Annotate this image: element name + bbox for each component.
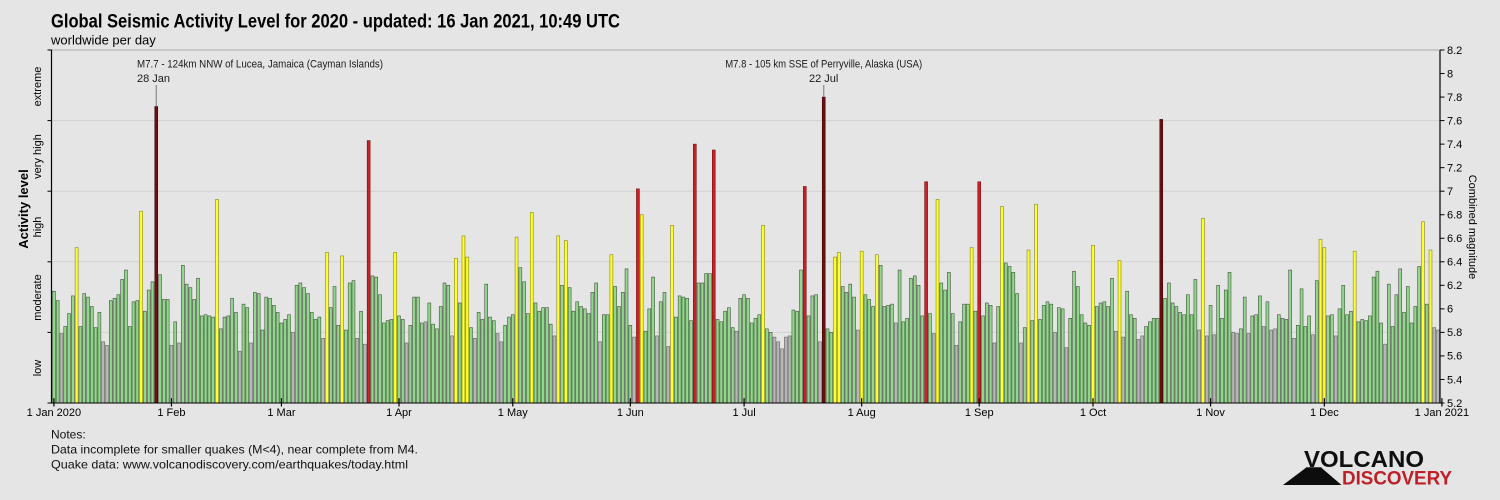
svg-text:Combined magnitude: Combined magnitude (1466, 175, 1478, 280)
svg-text:1 Dec: 1 Dec (1310, 407, 1339, 419)
svg-text:5.8: 5.8 (1447, 327, 1462, 339)
svg-text:8: 8 (1447, 68, 1453, 80)
svg-text:5.6: 5.6 (1447, 351, 1462, 363)
svg-text:5.4: 5.4 (1447, 374, 1462, 386)
svg-text:Notes:: Notes: (51, 428, 86, 442)
svg-text:DISCOVERY: DISCOVERY (1342, 469, 1452, 490)
svg-text:7.8: 7.8 (1447, 92, 1462, 104)
svg-text:high: high (32, 217, 44, 238)
svg-text:7.4: 7.4 (1447, 139, 1462, 151)
svg-text:very high: very high (32, 134, 44, 179)
svg-text:1 May: 1 May (498, 407, 528, 419)
svg-text:1 Oct: 1 Oct (1080, 407, 1106, 419)
svg-text:VOLCANO: VOLCANO (1304, 446, 1424, 472)
svg-text:8.2: 8.2 (1447, 45, 1462, 57)
svg-text:Global Seismic Activity Level: Global Seismic Activity Level for 2020 -… (51, 12, 620, 33)
svg-text:worldwide per day: worldwide per day (50, 33, 156, 48)
svg-text:1 Jun: 1 Jun (617, 407, 644, 419)
svg-text:6.2: 6.2 (1447, 280, 1462, 292)
svg-text:7.2: 7.2 (1447, 162, 1462, 174)
svg-text:low: low (32, 360, 44, 377)
svg-text:M7.8 - 105 km SSE of Perryvill: M7.8 - 105 km SSE of Perryville, Alaska … (725, 59, 922, 71)
svg-text:1 Jul: 1 Jul (732, 407, 755, 419)
svg-text:1 Jan 2020: 1 Jan 2020 (27, 407, 81, 419)
svg-text:Activity level: Activity level (16, 169, 31, 249)
svg-text:1 Apr: 1 Apr (386, 407, 412, 419)
svg-text:6.4: 6.4 (1447, 257, 1462, 269)
svg-text:moderate: moderate (32, 274, 44, 320)
svg-text:1 Mar: 1 Mar (267, 407, 295, 419)
svg-text:Data incomplete for smaller qu: Data incomplete for smaller quakes (M<4)… (51, 443, 418, 457)
svg-text:M7.7 - 124km NNW of Lucea, Jam: M7.7 - 124km NNW of Lucea, Jamaica (Caym… (137, 59, 383, 71)
svg-text:7: 7 (1447, 186, 1453, 198)
svg-text:22 Jul: 22 Jul (809, 73, 838, 85)
svg-text:1 Sep: 1 Sep (965, 407, 994, 419)
svg-text:extreme: extreme (32, 67, 44, 107)
svg-text:1 Nov: 1 Nov (1196, 407, 1225, 419)
svg-text:1 Jan 2021: 1 Jan 2021 (1415, 407, 1469, 419)
svg-text:6: 6 (1447, 304, 1453, 316)
svg-text:7.6: 7.6 (1447, 115, 1462, 127)
svg-text:1 Aug: 1 Aug (848, 407, 876, 419)
svg-text:5.2: 5.2 (1447, 398, 1462, 410)
svg-text:6.6: 6.6 (1447, 233, 1462, 245)
svg-text:Quake data: www.volcanodiscove: Quake data: www.volcanodiscovery.com/ear… (51, 458, 408, 472)
svg-text:28 Jan: 28 Jan (137, 73, 170, 85)
svg-text:1 Feb: 1 Feb (157, 407, 185, 419)
svg-text:6.8: 6.8 (1447, 210, 1462, 222)
